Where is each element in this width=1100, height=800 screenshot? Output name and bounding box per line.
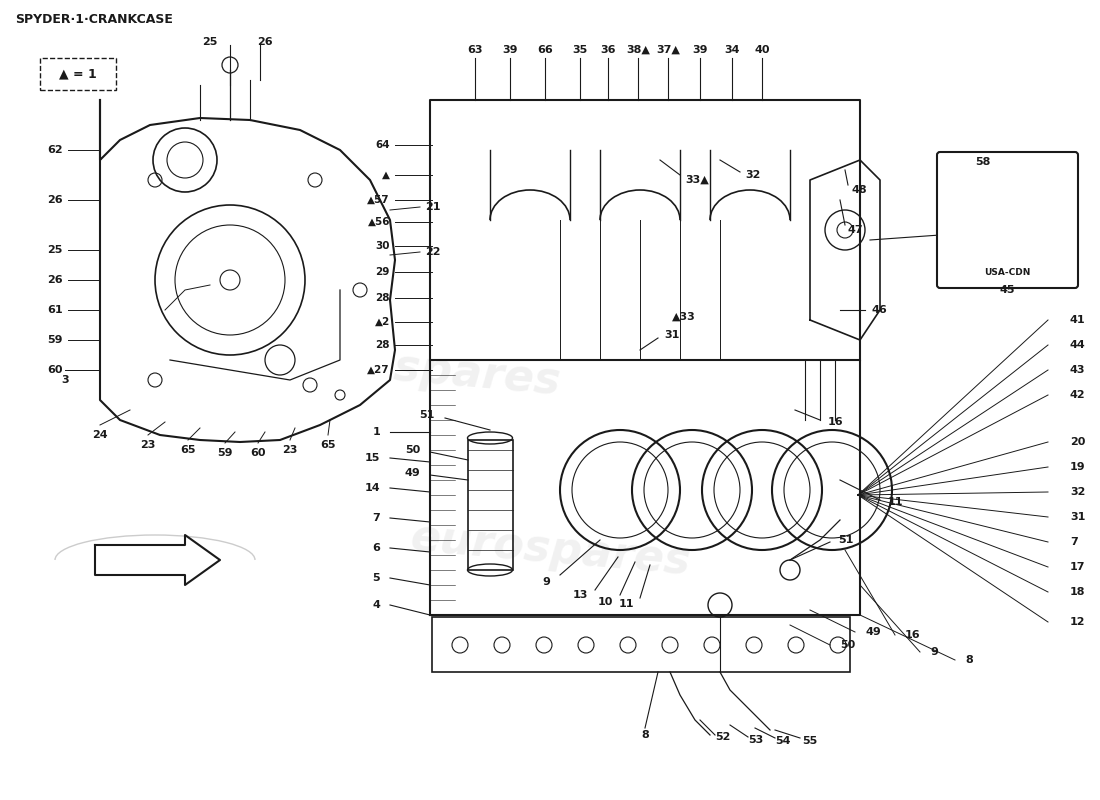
Text: USA-CDN: USA-CDN [983,268,1031,277]
Text: 49: 49 [405,468,420,478]
Text: 32: 32 [745,170,760,180]
Text: 15: 15 [364,453,380,463]
Text: 58: 58 [975,157,990,167]
Text: 65: 65 [320,440,336,450]
Text: 18: 18 [1070,587,1086,597]
Text: 47: 47 [848,225,864,235]
Text: 25: 25 [202,37,218,47]
Text: 28: 28 [375,293,390,303]
Text: 23: 23 [141,440,156,450]
Text: 7: 7 [372,513,379,523]
Text: 33▲: 33▲ [685,175,708,185]
Text: 60: 60 [251,448,266,458]
Text: 41: 41 [1070,315,1086,325]
Text: 48: 48 [851,185,867,195]
Text: 13: 13 [573,590,588,600]
Text: 30: 30 [375,241,390,251]
Text: 32: 32 [1070,487,1086,497]
Text: 63: 63 [468,45,483,55]
Text: 22: 22 [425,247,440,257]
Text: 51: 51 [419,410,435,420]
Text: SPYDER·1·CRANKCASE: SPYDER·1·CRANKCASE [15,13,173,26]
Text: 44: 44 [1070,340,1086,350]
Text: 65: 65 [180,445,196,455]
Text: ▲ = 1: ▲ = 1 [59,67,97,81]
Text: 45: 45 [999,285,1014,295]
Text: 4: 4 [372,600,379,610]
Text: 59: 59 [218,448,233,458]
Text: ▲56: ▲56 [367,217,390,227]
Text: 23: 23 [283,445,298,455]
Circle shape [1001,209,1013,221]
Polygon shape [810,160,880,340]
Text: 14: 14 [364,483,380,493]
Text: 9: 9 [542,577,550,587]
Text: 26: 26 [257,37,273,47]
Text: 34: 34 [724,45,739,55]
Text: ▲27: ▲27 [367,365,390,375]
Text: ▲: ▲ [382,170,390,180]
Text: 40: 40 [755,45,770,55]
Text: 3: 3 [62,375,69,385]
Text: 49: 49 [865,627,881,637]
Text: 25: 25 [47,245,63,255]
Text: 9: 9 [930,647,938,657]
Text: 50: 50 [405,445,420,455]
Text: 16: 16 [905,630,921,640]
Text: 62: 62 [47,145,63,155]
Text: 36: 36 [601,45,616,55]
Text: 35: 35 [572,45,587,55]
Text: 11: 11 [618,599,634,609]
Polygon shape [100,100,395,442]
Text: eurospares: eurospares [278,336,562,404]
Text: 17: 17 [1070,562,1086,572]
Text: 16: 16 [828,417,844,427]
Polygon shape [95,535,220,585]
Text: 39: 39 [692,45,707,55]
Text: 26: 26 [47,275,63,285]
Text: 12: 12 [1070,617,1086,627]
Text: 26: 26 [47,195,63,205]
Text: 42: 42 [1070,390,1086,400]
Circle shape [220,270,240,290]
Text: 10: 10 [597,597,613,607]
Text: 20: 20 [1070,437,1086,447]
Text: 61: 61 [47,305,63,315]
Text: 24: 24 [92,430,108,440]
Text: 64: 64 [375,140,390,150]
Text: 11: 11 [888,497,903,507]
Text: 38▲: 38▲ [626,45,650,55]
Text: 6: 6 [372,543,379,553]
Text: 54: 54 [776,736,791,746]
Text: ▲57: ▲57 [367,195,390,205]
Text: 55: 55 [802,736,817,746]
Text: 37▲: 37▲ [656,45,680,55]
Text: ▲2: ▲2 [375,317,390,327]
Text: eurospares: eurospares [408,516,692,584]
Text: 53: 53 [748,735,763,745]
Text: 59: 59 [47,335,63,345]
Text: 31: 31 [1070,512,1086,522]
Text: 5: 5 [373,573,380,583]
Text: 21: 21 [425,202,440,212]
Text: 19: 19 [1070,462,1086,472]
Text: 7: 7 [1070,537,1078,547]
Text: ▲33: ▲33 [672,312,695,322]
Text: 28: 28 [375,340,390,350]
Text: 51: 51 [838,535,854,545]
Text: 8: 8 [641,730,649,740]
Text: 39: 39 [503,45,518,55]
Text: 50: 50 [840,640,856,650]
Text: 46: 46 [872,305,888,315]
FancyBboxPatch shape [937,152,1078,288]
Text: 66: 66 [537,45,553,55]
Text: 52: 52 [715,732,730,742]
Text: 60: 60 [47,365,63,375]
Text: 1: 1 [372,427,379,437]
Text: 31: 31 [664,330,680,340]
Text: 43: 43 [1070,365,1086,375]
Text: 8: 8 [965,655,972,665]
Text: 29: 29 [375,267,390,277]
